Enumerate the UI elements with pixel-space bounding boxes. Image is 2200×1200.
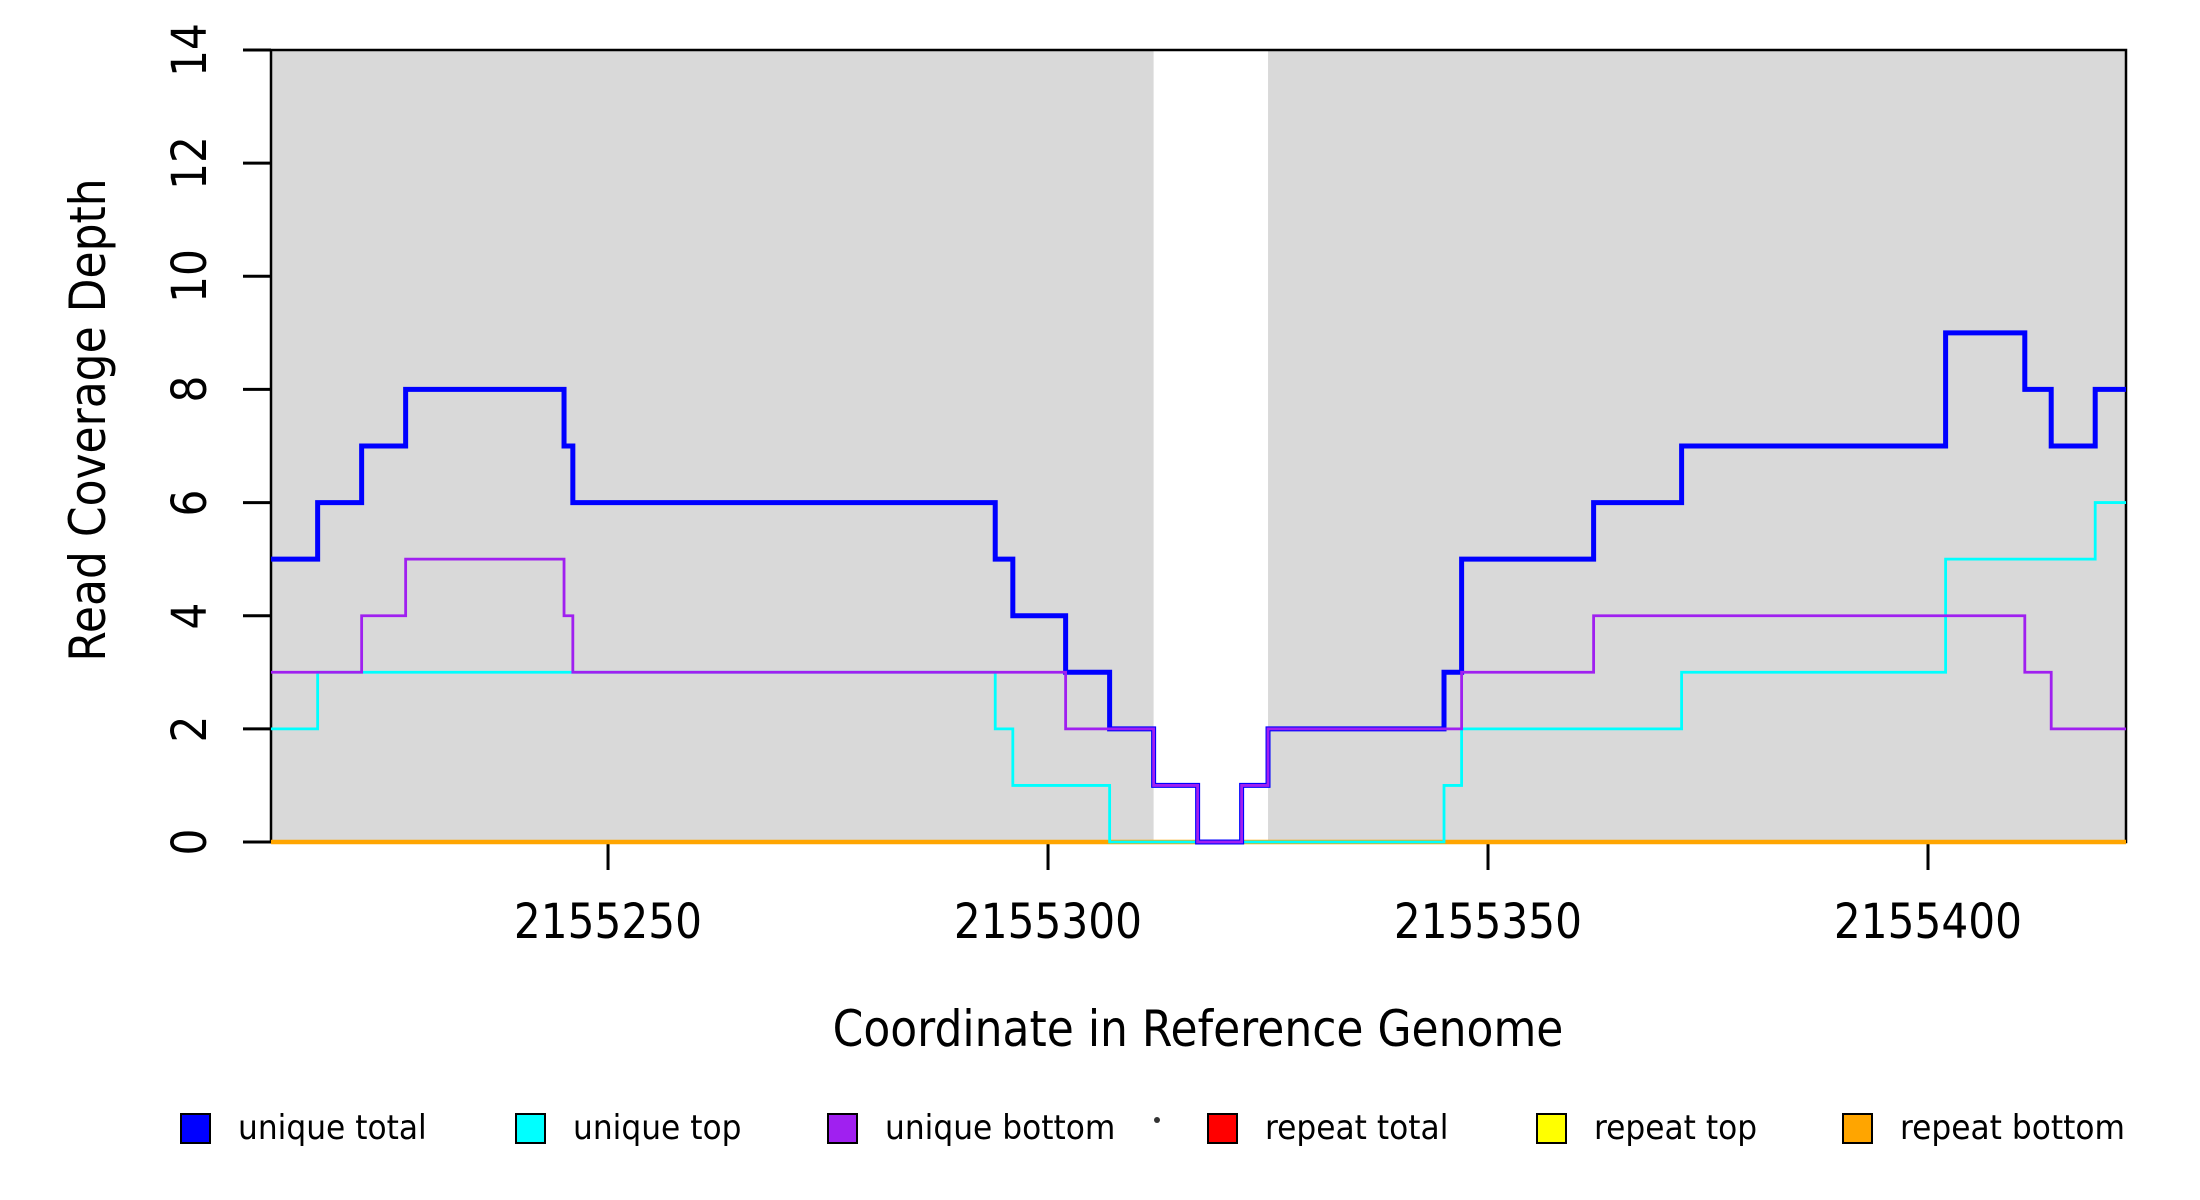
legend-item-repeat-top: repeat top: [1535, 1108, 1771, 1148]
x-tick-label: 2155250: [513, 894, 703, 950]
y-tick-label: 4: [162, 602, 218, 630]
shaded-region: [271, 50, 1154, 842]
y-tick-label: 12: [162, 136, 218, 191]
legend-label: unique total: [238, 1108, 427, 1148]
legend-label: unique top: [572, 1108, 742, 1148]
legend-label: repeat bottom: [1900, 1108, 2126, 1148]
legend-item-repeat-total: repeat total: [1206, 1108, 1464, 1148]
legend-swatch-unique-total: [180, 1112, 211, 1144]
legend: unique total unique top unique bottom repea…: [180, 1102, 2145, 1154]
y-tick-label: 14: [162, 23, 218, 77]
x-tick-label: 2155300: [953, 894, 1143, 950]
y-tick-label: 6: [162, 489, 218, 517]
legend-swatch-repeat-bottom: [1842, 1112, 1874, 1144]
y-tick-label: 8: [162, 375, 218, 403]
legend-swatch-unique-bottom: [827, 1112, 859, 1144]
x-tick-label: 2155400: [1833, 894, 2023, 950]
legend-swatch-repeat-top: [1535, 1112, 1567, 1144]
y-tick-label: 2: [162, 715, 218, 743]
series-unique-bottom: [271, 557, 2126, 844]
y-axis-title: Read Coverage Depth: [59, 178, 117, 662]
legend-item-unique-top: unique top: [514, 1108, 756, 1148]
x-tick-label: 2155350: [1393, 894, 1583, 950]
legend-item-unique-total: unique total: [180, 1108, 443, 1148]
legend-swatch-unique-top: [514, 1112, 546, 1144]
legend-label: unique bottom: [885, 1108, 1116, 1148]
y-tick-label: 0: [162, 828, 218, 856]
x-axis-title: Coordinate in Reference Genome: [832, 1000, 1564, 1058]
legend-label: repeat total: [1264, 1108, 1449, 1148]
legend-item-unique-bottom: unique bottom: [827, 1108, 1135, 1148]
legend-swatch-repeat-total: [1206, 1112, 1238, 1144]
series-unique-top: [271, 501, 2126, 844]
legend-item-repeat-bottom: repeat bottom: [1842, 1108, 2145, 1148]
y-tick-label: 10: [162, 249, 218, 304]
legend-label: repeat top: [1593, 1108, 1757, 1148]
stray-dot: [1154, 1117, 1160, 1123]
